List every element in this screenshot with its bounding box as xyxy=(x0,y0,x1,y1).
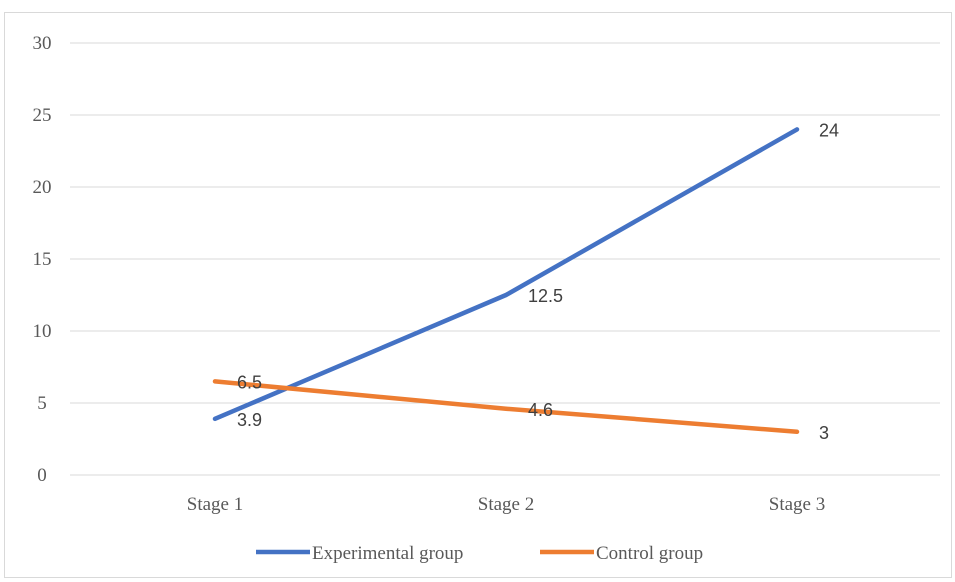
data-labels: 3.9 12.5 24 6.5 4.6 3 xyxy=(237,120,839,442)
x-axis-ticks: Stage 1 Stage 2 Stage 3 xyxy=(187,494,825,515)
y-tick-label-2: 10 xyxy=(33,321,52,342)
x-tick-label-2: Stage 3 xyxy=(769,494,825,515)
x-tick-label-0: Stage 1 xyxy=(187,494,243,515)
legend: Experimental group Control group xyxy=(256,543,703,564)
y-tick-label-5: 25 xyxy=(33,105,52,126)
x-tick-label-1: Stage 2 xyxy=(478,494,534,515)
y-tick-label-1: 5 xyxy=(37,393,47,414)
data-label-0-0: 3.9 xyxy=(237,410,262,430)
y-tick-label-6: 30 xyxy=(33,33,52,54)
chart-frame xyxy=(4,12,952,578)
data-label-1-0: 6.5 xyxy=(237,372,262,392)
series-line-0 xyxy=(212,127,800,422)
data-label-1-2: 3 xyxy=(819,423,829,443)
series-line-1 xyxy=(212,379,800,435)
gridlines xyxy=(70,42,940,476)
y-tick-label-4: 20 xyxy=(33,177,52,198)
y-axis-ticks: 0 5 10 15 20 25 30 xyxy=(33,33,52,486)
data-label-0-1: 12.5 xyxy=(528,286,563,306)
data-label-1-1: 4.6 xyxy=(528,400,553,420)
legend-label-1: Control group xyxy=(596,543,703,564)
series-lines xyxy=(212,127,800,435)
legend-label-0: Experimental group xyxy=(312,543,463,564)
data-label-0-2: 24 xyxy=(819,120,839,140)
y-tick-label-0: 0 xyxy=(37,465,47,486)
y-tick-label-3: 15 xyxy=(33,249,52,270)
